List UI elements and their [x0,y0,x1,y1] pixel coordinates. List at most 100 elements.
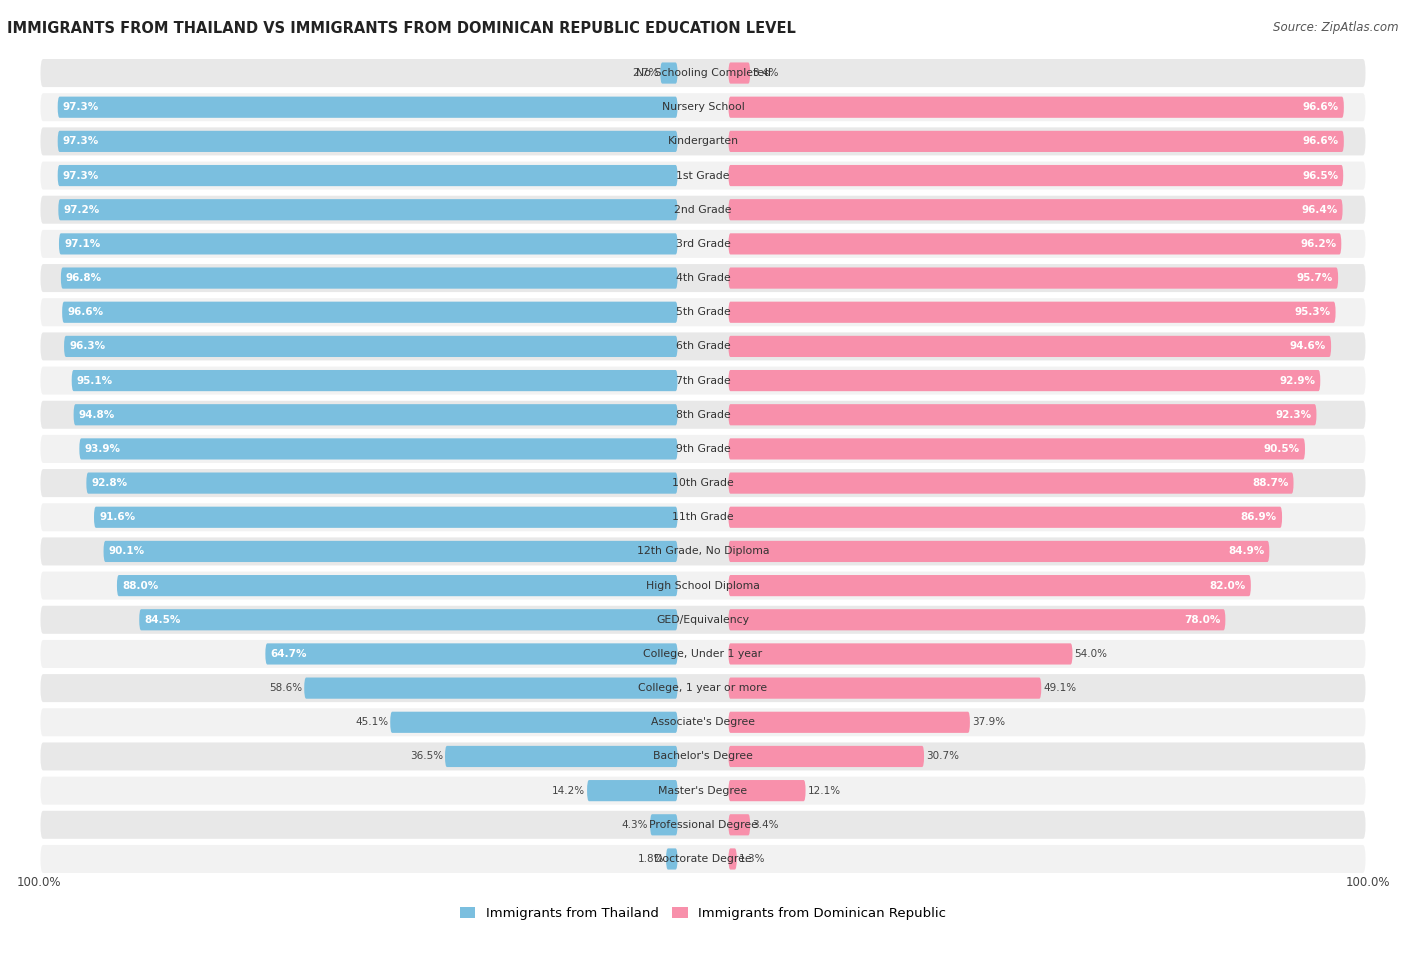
FancyBboxPatch shape [728,439,1305,459]
FancyBboxPatch shape [59,233,678,254]
Text: 1.8%: 1.8% [638,854,664,864]
FancyBboxPatch shape [41,367,1365,395]
FancyBboxPatch shape [65,335,678,357]
FancyBboxPatch shape [41,196,1365,223]
Text: 100.0%: 100.0% [1346,877,1389,889]
FancyBboxPatch shape [41,298,1365,327]
FancyBboxPatch shape [728,507,1282,527]
Text: College, Under 1 year: College, Under 1 year [644,649,762,659]
FancyBboxPatch shape [41,435,1365,463]
FancyBboxPatch shape [94,507,678,527]
Text: 36.5%: 36.5% [411,752,443,761]
FancyBboxPatch shape [58,97,678,118]
FancyBboxPatch shape [728,644,1073,665]
FancyBboxPatch shape [139,609,678,631]
Text: 92.9%: 92.9% [1279,375,1315,385]
FancyBboxPatch shape [728,335,1331,357]
Text: 92.3%: 92.3% [1275,410,1312,420]
Text: 11th Grade: 11th Grade [672,512,734,523]
Text: 88.7%: 88.7% [1253,478,1288,488]
Text: Source: ZipAtlas.com: Source: ZipAtlas.com [1274,21,1399,34]
Text: 97.1%: 97.1% [65,239,100,249]
Text: Doctorate Degree: Doctorate Degree [654,854,752,864]
FancyBboxPatch shape [728,609,1226,631]
FancyBboxPatch shape [728,780,806,801]
FancyBboxPatch shape [446,746,678,767]
Text: 7th Grade: 7th Grade [676,375,730,385]
Text: 4th Grade: 4th Grade [676,273,730,283]
Text: 96.3%: 96.3% [69,341,105,351]
Legend: Immigrants from Thailand, Immigrants from Dominican Republic: Immigrants from Thailand, Immigrants fro… [454,902,952,925]
FancyBboxPatch shape [728,165,1343,186]
Text: Professional Degree: Professional Degree [648,820,758,830]
Text: 49.1%: 49.1% [1043,683,1077,693]
FancyBboxPatch shape [728,473,1294,493]
FancyBboxPatch shape [104,541,678,562]
Text: 84.9%: 84.9% [1227,546,1264,557]
FancyBboxPatch shape [728,233,1341,254]
FancyBboxPatch shape [41,469,1365,497]
FancyBboxPatch shape [728,405,1316,425]
FancyBboxPatch shape [728,814,751,836]
Text: 97.3%: 97.3% [63,102,98,112]
Text: 3rd Grade: 3rd Grade [675,239,731,249]
Text: Master's Degree: Master's Degree [658,786,748,796]
FancyBboxPatch shape [728,370,1320,391]
FancyBboxPatch shape [41,742,1365,770]
Text: No Schooling Completed: No Schooling Completed [636,68,770,78]
Text: 96.6%: 96.6% [1302,102,1339,112]
FancyBboxPatch shape [728,746,924,767]
FancyBboxPatch shape [41,59,1365,87]
Text: 30.7%: 30.7% [927,752,959,761]
FancyBboxPatch shape [117,575,678,596]
FancyBboxPatch shape [72,370,678,391]
Text: 45.1%: 45.1% [356,718,388,727]
FancyBboxPatch shape [41,264,1365,292]
Text: 54.0%: 54.0% [1074,649,1108,659]
Text: 90.5%: 90.5% [1264,444,1301,454]
FancyBboxPatch shape [58,165,678,186]
Text: 82.0%: 82.0% [1209,580,1246,591]
FancyBboxPatch shape [728,678,1042,699]
FancyBboxPatch shape [728,848,737,870]
FancyBboxPatch shape [728,97,1344,118]
FancyBboxPatch shape [58,199,678,220]
Text: 10th Grade: 10th Grade [672,478,734,488]
Text: 96.4%: 96.4% [1301,205,1337,214]
Text: Nursery School: Nursery School [662,102,744,112]
Text: 86.9%: 86.9% [1241,512,1277,523]
Text: 58.6%: 58.6% [269,683,302,693]
Text: 78.0%: 78.0% [1184,615,1220,625]
FancyBboxPatch shape [73,405,678,425]
FancyBboxPatch shape [86,473,678,493]
FancyBboxPatch shape [728,712,970,733]
Text: 97.2%: 97.2% [63,205,100,214]
FancyBboxPatch shape [666,848,678,870]
Text: 96.5%: 96.5% [1302,171,1339,180]
FancyBboxPatch shape [650,814,678,836]
Text: 96.2%: 96.2% [1301,239,1336,249]
FancyBboxPatch shape [41,708,1365,736]
Text: 96.8%: 96.8% [66,273,103,283]
Text: 93.9%: 93.9% [84,444,121,454]
FancyBboxPatch shape [79,439,678,459]
Text: 12.1%: 12.1% [807,786,841,796]
Text: GED/Equivalency: GED/Equivalency [657,615,749,625]
FancyBboxPatch shape [41,845,1365,873]
Text: 9th Grade: 9th Grade [676,444,730,454]
FancyBboxPatch shape [58,131,678,152]
Text: 37.9%: 37.9% [972,718,1005,727]
FancyBboxPatch shape [304,678,678,699]
FancyBboxPatch shape [728,575,1251,596]
Text: 2nd Grade: 2nd Grade [675,205,731,214]
Text: Kindergarten: Kindergarten [668,136,738,146]
FancyBboxPatch shape [60,267,678,289]
Text: IMMIGRANTS FROM THAILAND VS IMMIGRANTS FROM DOMINICAN REPUBLIC EDUCATION LEVEL: IMMIGRANTS FROM THAILAND VS IMMIGRANTS F… [7,21,796,36]
Text: 1.3%: 1.3% [738,854,765,864]
Text: 100.0%: 100.0% [17,877,60,889]
Text: 5th Grade: 5th Grade [676,307,730,317]
FancyBboxPatch shape [728,199,1343,220]
FancyBboxPatch shape [41,503,1365,531]
Text: 94.8%: 94.8% [79,410,115,420]
Text: 96.6%: 96.6% [67,307,104,317]
